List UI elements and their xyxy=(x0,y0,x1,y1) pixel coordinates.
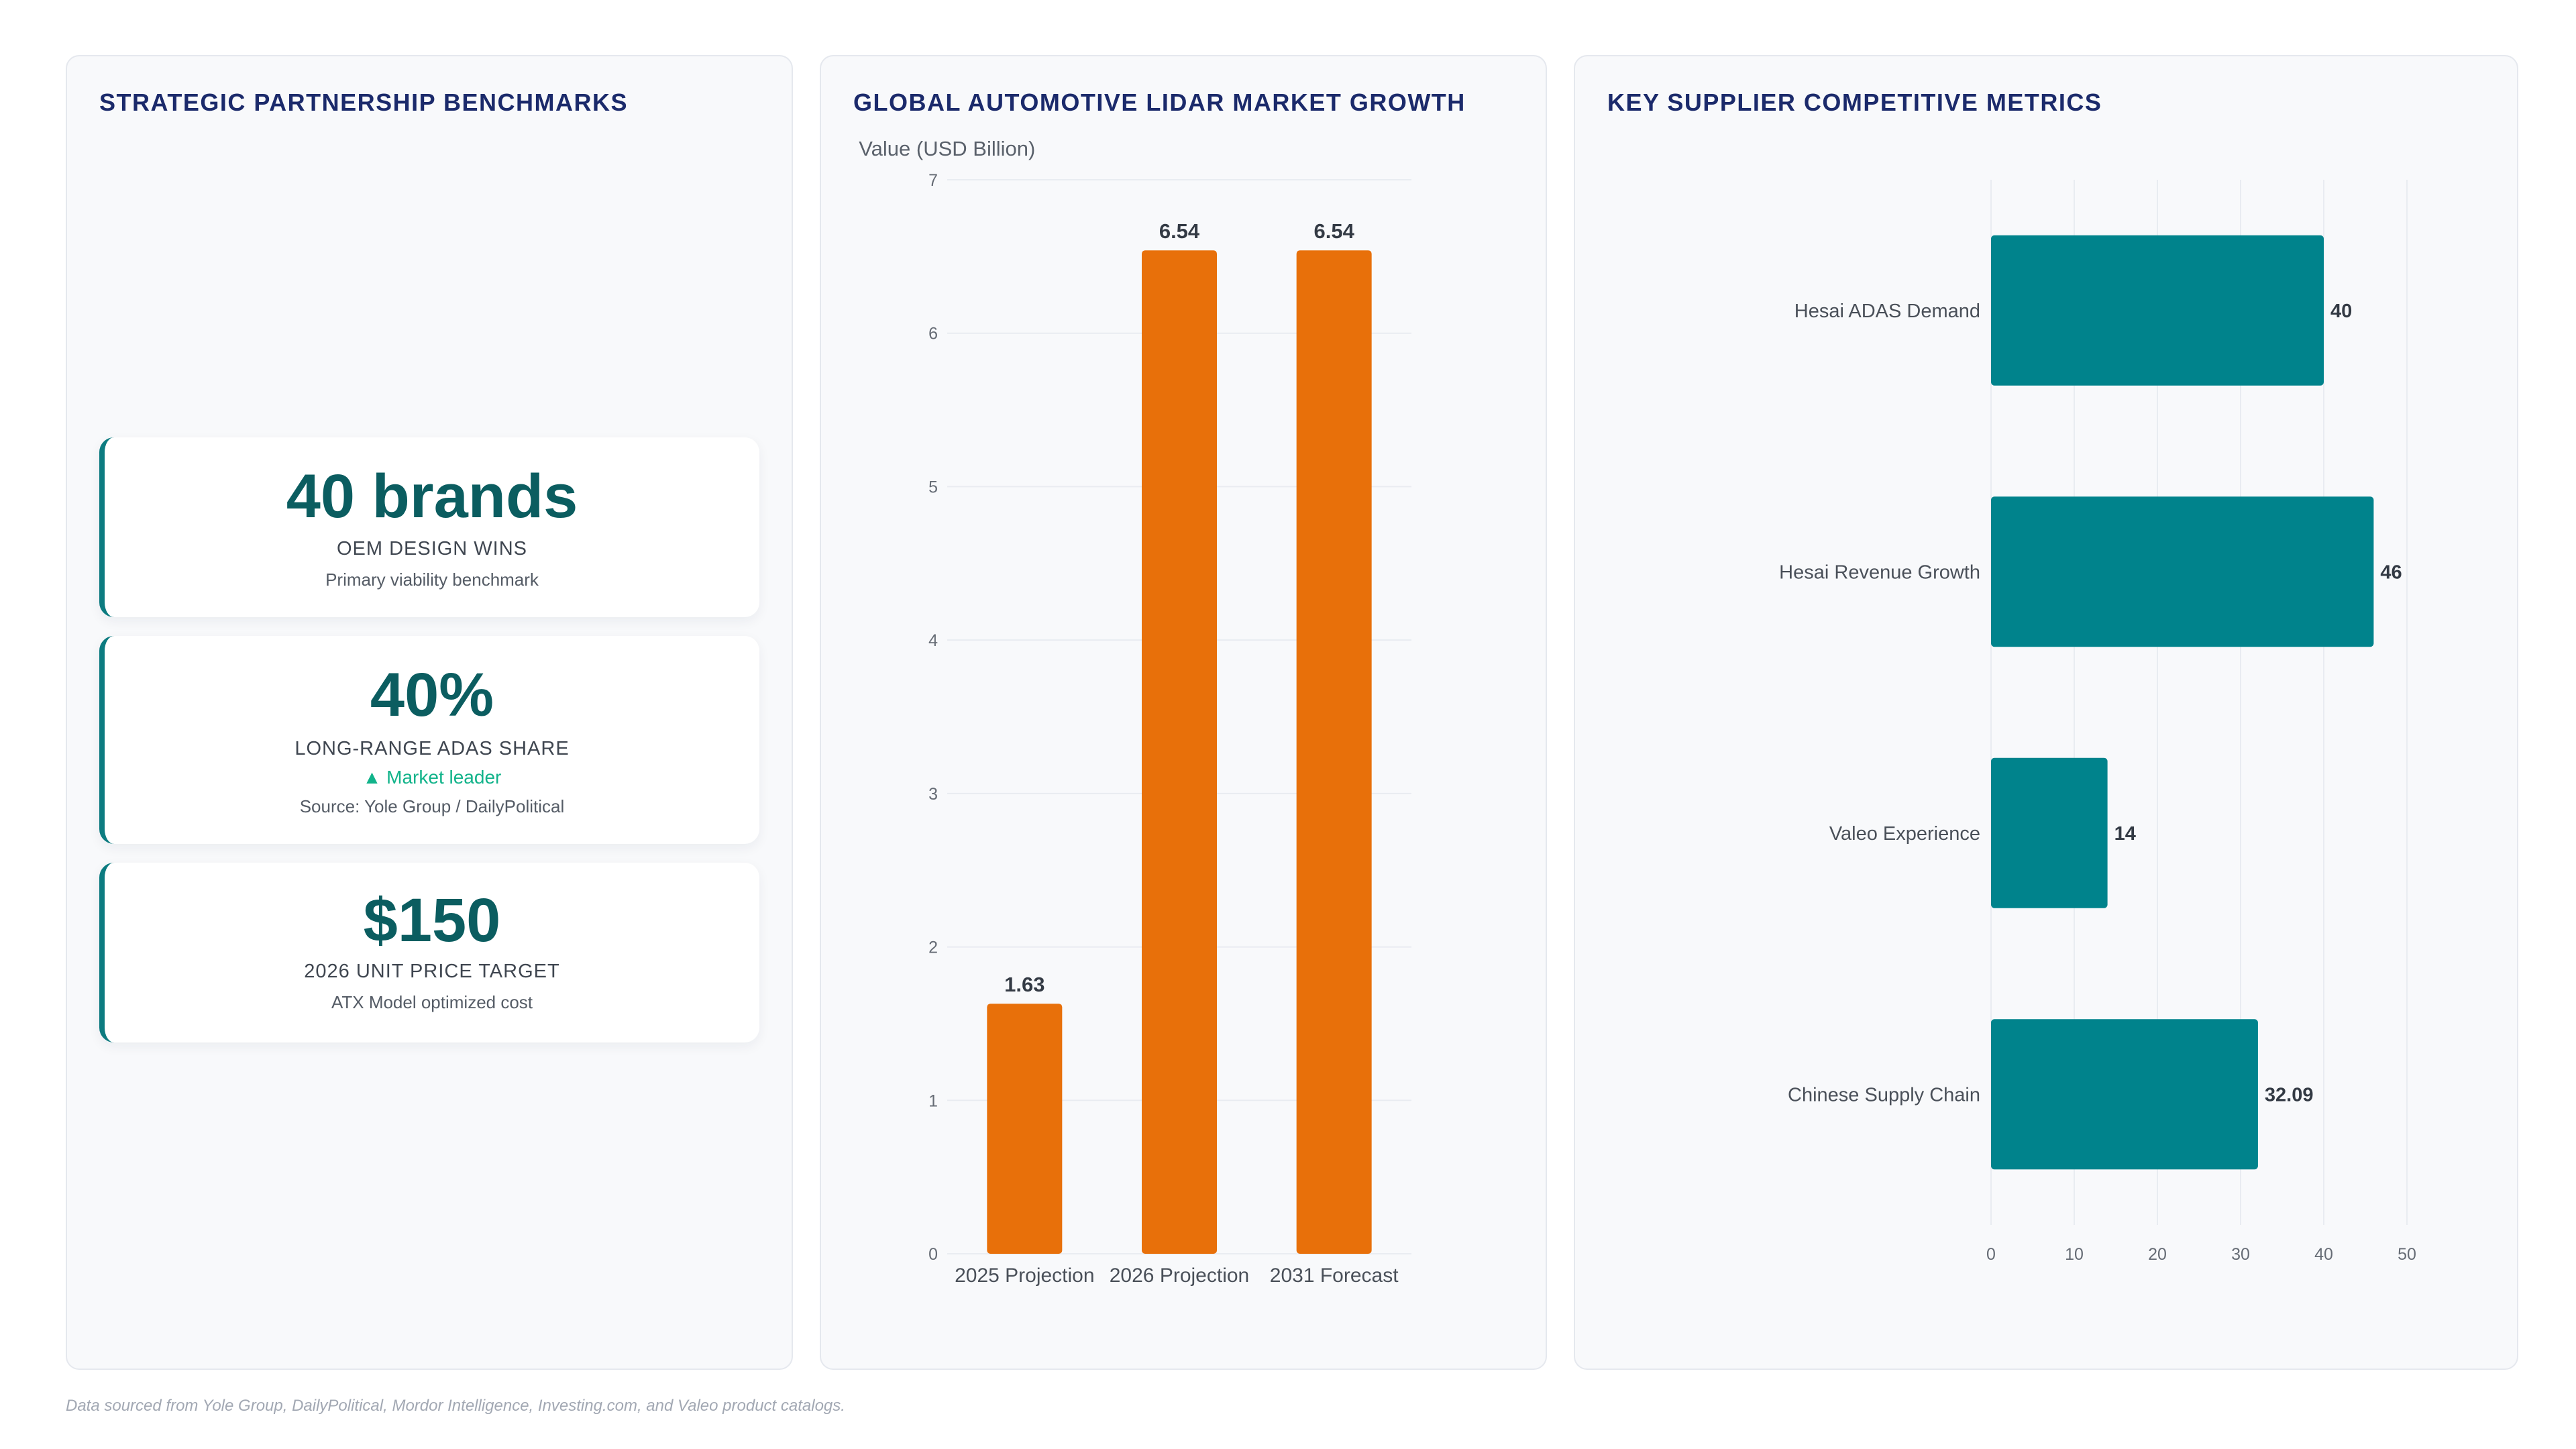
x-tick-label: 20 xyxy=(2148,1245,2167,1264)
bar xyxy=(1991,235,2324,386)
kpi-label: 2026 UNIT PRICE TARGET xyxy=(304,961,560,982)
data-label: 6.54 xyxy=(1159,219,1200,243)
supplier-metrics-panel: KEY SUPPLIER COMPETITIVE METRICS 0 10 20 30… xyxy=(1574,55,2518,1370)
kpi-trend-badge: ▲ Market leader xyxy=(362,767,502,788)
data-label: 32.09 xyxy=(2265,1084,2314,1106)
x-tick-label: 2031 Forecast xyxy=(1270,1265,1399,1287)
supplier-metrics-title: KEY SUPPLIER COMPETITIVE METRICS xyxy=(1607,89,2102,116)
y-tick-label: 7 xyxy=(928,171,938,190)
kpi-value: $150 xyxy=(363,886,501,955)
kpi-note: Primary viability benchmark xyxy=(325,570,539,590)
kpi-card-adas-share: 40% LONG-RANGE ADAS SHARE ▲ Market leade… xyxy=(99,636,759,844)
y-tick-label: 6 xyxy=(928,325,938,343)
y-tick-label: Hesai Revenue Growth xyxy=(1779,561,1980,583)
bar xyxy=(1991,757,2108,908)
y-tick-label: Chinese Supply Chain xyxy=(1788,1084,1980,1106)
kpi-card-design-wins: 40 brands OEM DESIGN WINS Primary viabil… xyxy=(99,437,759,617)
market-growth-panel: GLOBAL AUTOMOTIVE LIDAR MARKET GROWTH rk… xyxy=(820,55,1547,1370)
kpi-value: 40 brands xyxy=(286,462,578,531)
kpi-card-unit-price: $150 2026 UNIT PRICE TARGET ATX Model op… xyxy=(99,863,759,1042)
y-tick-label: 4 xyxy=(928,631,938,650)
market-growth-title: GLOBAL AUTOMOTIVE LIDAR MARKET GROWTH xyxy=(853,89,1466,116)
bar xyxy=(1142,250,1217,1254)
y-tick-label: Hesai ADAS Demand xyxy=(1794,301,1980,322)
bar xyxy=(1991,1019,2258,1170)
x-tick-label: 50 xyxy=(2398,1245,2416,1264)
market-growth-chart: rket Value (USD Billion) 0 1 2 3 4 5 6 7 1.63 2025… xyxy=(821,137,1411,1287)
x-tick-label: 40 xyxy=(2314,1245,2333,1264)
y-tick-label: 0 xyxy=(928,1245,938,1264)
data-label: 6.54 xyxy=(1313,219,1354,243)
y-tick-label: 5 xyxy=(928,478,938,496)
x-tick-label: 2025 Projection xyxy=(955,1265,1094,1287)
y-axis-title: rket Value (USD Billion) xyxy=(821,137,1035,160)
y-tick-label: 2 xyxy=(928,938,938,957)
bar xyxy=(987,1004,1063,1254)
supplier-metrics-chart: 0 10 20 30 40 50 40 Hesai ADAS Demand 46 Hesai Re… xyxy=(1779,180,2416,1264)
data-label: 14 xyxy=(2114,823,2136,845)
y-tick-label: Valeo Experience xyxy=(1829,823,1980,845)
x-tick-label: 30 xyxy=(2231,1245,2250,1264)
kpi-value: 40% xyxy=(370,661,494,729)
x-tick-label: 0 xyxy=(1986,1245,1996,1264)
kpi-label: LONG-RANGE ADAS SHARE xyxy=(294,738,570,759)
bar xyxy=(1991,496,2374,647)
y-tick-label: 1 xyxy=(928,1091,938,1110)
y-tick-label: 3 xyxy=(928,785,938,804)
data-label: 1.63 xyxy=(1004,973,1044,996)
data-label: 46 xyxy=(2380,561,2402,583)
benchmarks-title: STRATEGIC PARTNERSHIP BENCHMARKS xyxy=(99,89,629,116)
kpi-label: OEM DESIGN WINS xyxy=(336,538,528,559)
kpi-note: ATX Model optimized cost xyxy=(331,992,533,1012)
source-footnote: Data sourced from Yole Group, DailyPolit… xyxy=(66,1397,845,1415)
x-tick-label: 10 xyxy=(2065,1245,2084,1264)
data-label: 40 xyxy=(2330,301,2352,322)
x-tick-label: 2026 Projection xyxy=(1110,1265,1249,1287)
benchmarks-panel: STRATEGIC PARTNERSHIP BENCHMARKS 40 bran… xyxy=(66,55,793,1370)
kpi-note: Source: Yole Group / DailyPolitical xyxy=(299,796,565,816)
bar xyxy=(1296,250,1372,1254)
